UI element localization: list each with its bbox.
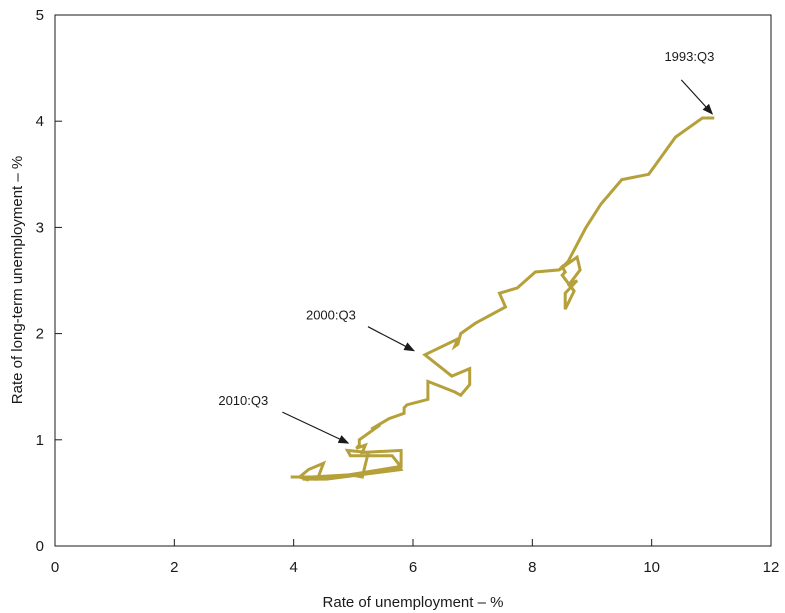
- annotation-arrow: [680, 79, 714, 115]
- series-line-0: [290, 116, 715, 482]
- y-axis: 0 1 2 3 4 5: [36, 7, 62, 555]
- x-tick-label: 12: [763, 559, 780, 576]
- annotation-label: 1993:Q3: [664, 49, 714, 64]
- y-tick-label: 5: [36, 7, 44, 24]
- annotation-arrow: [367, 326, 415, 352]
- plot-frame: [54, 14, 772, 547]
- annotation-label: 2010:Q3: [218, 393, 268, 408]
- annotation-arrow: [282, 411, 350, 444]
- y-axis-title: Rate of long-term unemployment – %: [9, 156, 26, 404]
- x-tick-label: 8: [528, 559, 536, 576]
- x-tick-label: 6: [409, 559, 417, 576]
- x-axis-title: Rate of unemployment – %: [323, 594, 504, 611]
- annotations: 1993:Q3 2000:Q3 2010:Q3: [218, 49, 714, 444]
- x-tick-label: 10: [643, 559, 660, 576]
- y-tick-label: 3: [36, 219, 44, 236]
- x-axis: 0 2 4 6 8 10 12: [51, 539, 780, 576]
- x-tick-label: 4: [289, 559, 297, 576]
- y-tick-label: 1: [36, 432, 44, 449]
- y-tick-label: 0: [36, 538, 44, 555]
- x-tick-label: 0: [51, 559, 59, 576]
- y-tick-label: 2: [36, 326, 44, 343]
- series-line-1: [558, 254, 582, 310]
- x-tick-label: 2: [170, 559, 178, 576]
- y-tick-label: 4: [36, 113, 44, 130]
- annotation-label: 2000:Q3: [306, 308, 356, 323]
- series-layer: [290, 116, 715, 482]
